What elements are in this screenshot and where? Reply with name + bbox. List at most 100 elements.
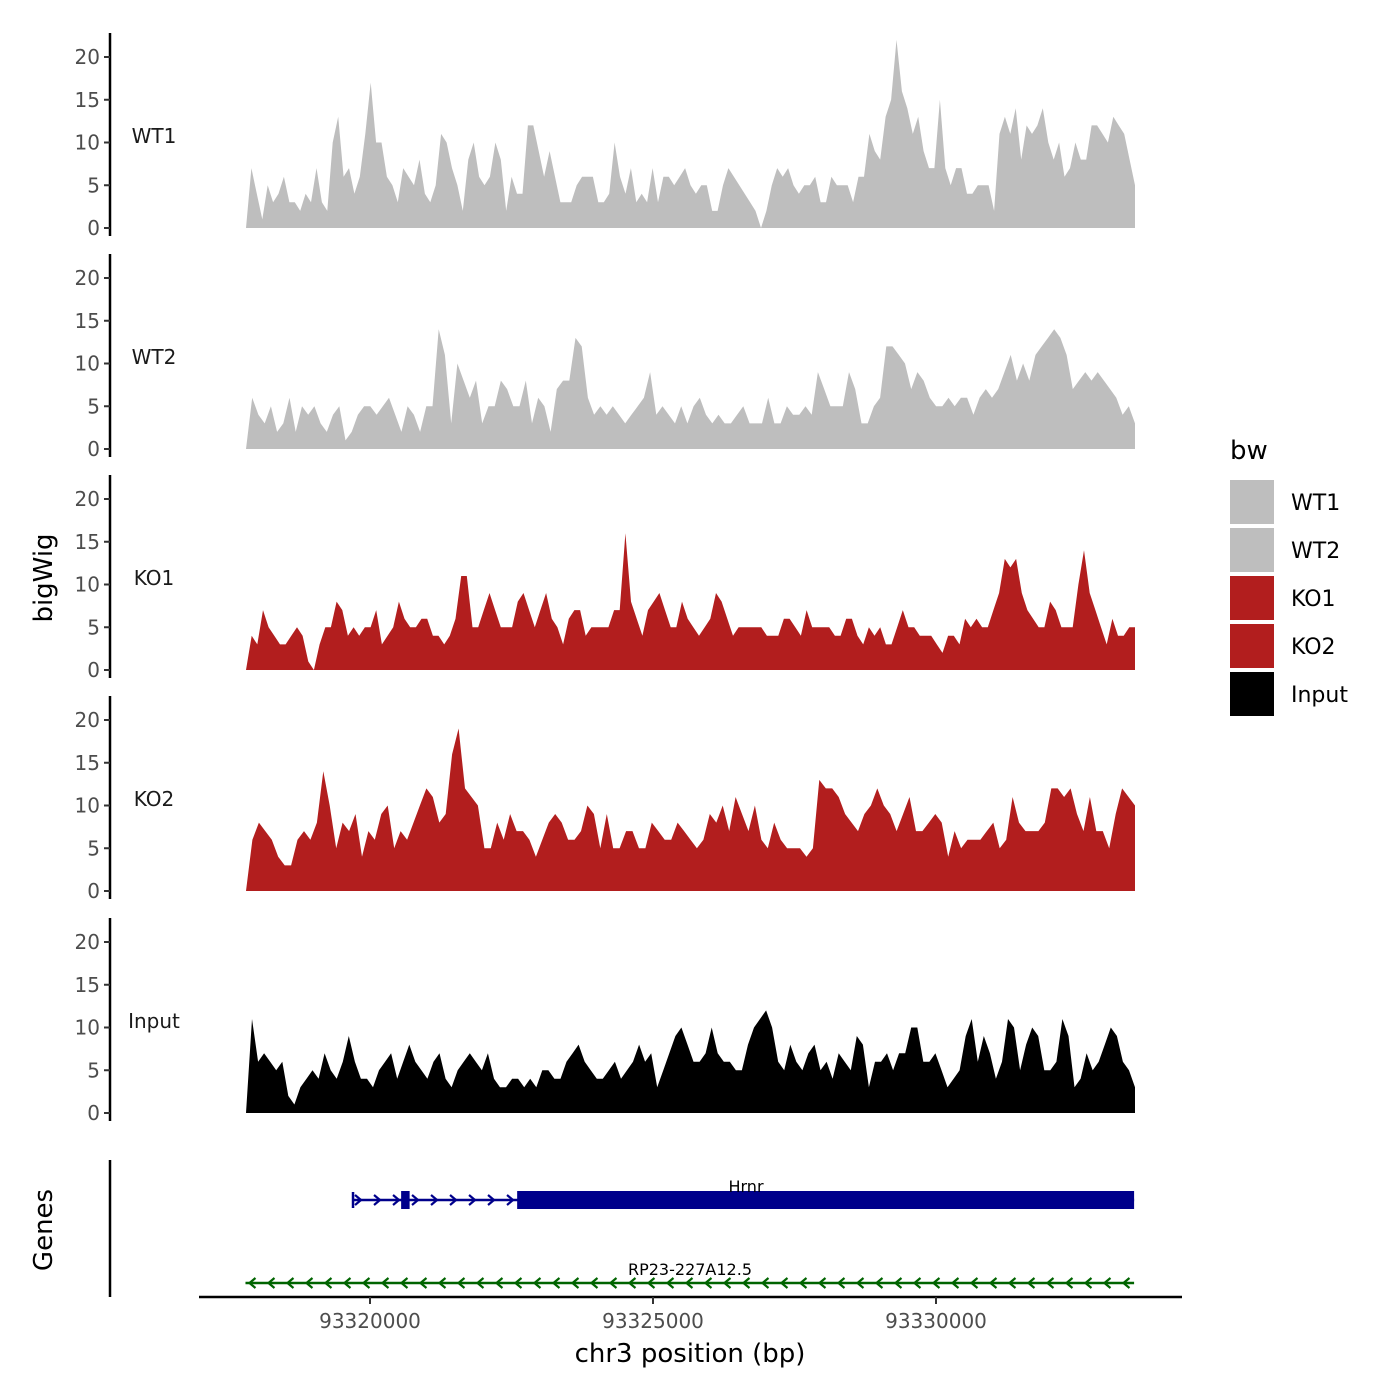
gene-exon: [517, 1191, 1135, 1209]
legend-label: Input: [1291, 683, 1348, 708]
strand-arrow: [411, 1194, 420, 1206]
y-tick-label: 15: [75, 88, 100, 112]
strand-arrow: [950, 1277, 960, 1289]
coverage-area-ko1: [246, 533, 1135, 670]
strand-arrow: [779, 1277, 789, 1289]
panel-ko1: 0 5 10 15 20 KO1: [75, 475, 1135, 682]
legend-swatch: [1230, 576, 1274, 620]
track-label-wt1: WT1: [132, 124, 177, 148]
strand-arrow: [380, 1277, 390, 1289]
y-tick-label: 10: [75, 352, 100, 376]
legend-title: bw: [1230, 436, 1268, 466]
legend-label: WT2: [1291, 539, 1340, 564]
strand-arrow: [931, 1277, 941, 1289]
y-tick-label: 0: [87, 879, 100, 903]
strand-arrow: [399, 1277, 409, 1289]
x-tick-label: 93330000: [885, 1309, 987, 1333]
gene-label: Hrnr: [728, 1177, 763, 1196]
track-label-wt2: WT2: [132, 345, 177, 369]
strand-arrow: [342, 1277, 352, 1289]
legend-swatch: [1230, 528, 1274, 572]
y-tick-label: 20: [75, 487, 100, 511]
gene-hrnr: Hrnr: [351, 1177, 1135, 1209]
strand-arrow: [361, 1277, 371, 1289]
y-tick-label: 15: [75, 309, 100, 333]
strand-arrow: [1064, 1277, 1074, 1289]
panel-wt2: 0 5 10 15 20 WT2: [75, 254, 1135, 461]
legend-label: KO2: [1291, 635, 1336, 660]
coverage-area-wt1: [246, 39, 1135, 229]
strand-arrow: [247, 1277, 257, 1289]
strand-arrow: [392, 1194, 401, 1206]
y-tick-label: 10: [75, 573, 100, 597]
strand-arrow: [430, 1194, 439, 1206]
y-tick-label: 0: [87, 658, 100, 682]
x-tick-label: 93325000: [602, 1309, 704, 1333]
x-axis: 93320000 93325000 93330000: [199, 1295, 1182, 1333]
strand-arrow: [266, 1277, 276, 1289]
strand-arrow: [1007, 1277, 1017, 1289]
strand-arrow: [855, 1277, 865, 1289]
legend-swatch: [1230, 480, 1274, 524]
strand-arrow: [513, 1277, 523, 1289]
y-axis-title: bigWig: [29, 533, 59, 622]
y-tick-label: 20: [75, 266, 100, 290]
y-tick-label: 15: [75, 973, 100, 997]
strand-arrow: [449, 1194, 458, 1206]
y-tick-label: 5: [87, 1058, 100, 1082]
strand-arrow: [373, 1194, 382, 1206]
strand-arrow: [475, 1277, 485, 1289]
y-tick-label: 5: [87, 173, 100, 197]
strand-arrow: [570, 1277, 580, 1289]
panel-input: 0 5 10 15 20 Input: [75, 918, 1135, 1125]
x-tick-label: 93320000: [319, 1309, 421, 1333]
strand-arrow: [798, 1277, 808, 1289]
legend-swatch: [1230, 672, 1274, 716]
strand-arrow: [354, 1194, 363, 1206]
legend-item-input: Input: [1230, 672, 1348, 716]
y-tick-label: 10: [75, 1016, 100, 1040]
genes-panel: Hrnr RP23-227A12.5: [108, 1160, 1135, 1297]
y-tick-label: 0: [87, 1101, 100, 1125]
strand-arrow: [893, 1277, 903, 1289]
legend-label: KO1: [1291, 587, 1336, 612]
legend: bw WT1 WT2 KO1 KO2 Input: [1230, 436, 1348, 716]
strand-arrow: [487, 1194, 496, 1206]
legend-item-ko1: KO1: [1230, 576, 1336, 620]
legend-item-ko2: KO2: [1230, 624, 1336, 668]
y-tick-label: 0: [87, 437, 100, 461]
strand-arrow: [456, 1277, 466, 1289]
y-tick-label: 15: [75, 530, 100, 554]
gene-exon: [401, 1191, 410, 1209]
strand-arrow: [722, 1277, 732, 1289]
y-tick-label: 0: [87, 216, 100, 240]
y-tick-label: 5: [87, 615, 100, 639]
y-tick-label: 10: [75, 794, 100, 818]
strand-arrow: [1026, 1277, 1036, 1289]
strand-arrow: [874, 1277, 884, 1289]
y-tick-label: 5: [87, 394, 100, 418]
strand-arrow: [589, 1277, 599, 1289]
y-tick-label: 5: [87, 836, 100, 860]
strand-arrow: [627, 1277, 637, 1289]
y-tick-label: 20: [75, 45, 100, 69]
y-tick-label: 15: [75, 751, 100, 775]
strand-arrow: [1045, 1277, 1055, 1289]
strand-arrow: [437, 1277, 447, 1289]
strand-arrow: [646, 1277, 656, 1289]
strand-arrow: [760, 1277, 770, 1289]
track-label-ko2: KO2: [134, 787, 175, 811]
strand-arrow: [468, 1194, 477, 1206]
y-tick-label: 20: [75, 708, 100, 732]
strand-arrow: [1083, 1277, 1093, 1289]
legend-swatch: [1230, 624, 1274, 668]
legend-item-wt1: WT1: [1230, 480, 1340, 524]
strand-arrow: [608, 1277, 618, 1289]
strand-arrow: [836, 1277, 846, 1289]
strand-arrow: [988, 1277, 998, 1289]
genes-track-title: Genes: [29, 1189, 59, 1271]
strand-arrow: [817, 1277, 827, 1289]
track-label-ko1: KO1: [134, 566, 175, 590]
strand-arrow: [1102, 1277, 1112, 1289]
